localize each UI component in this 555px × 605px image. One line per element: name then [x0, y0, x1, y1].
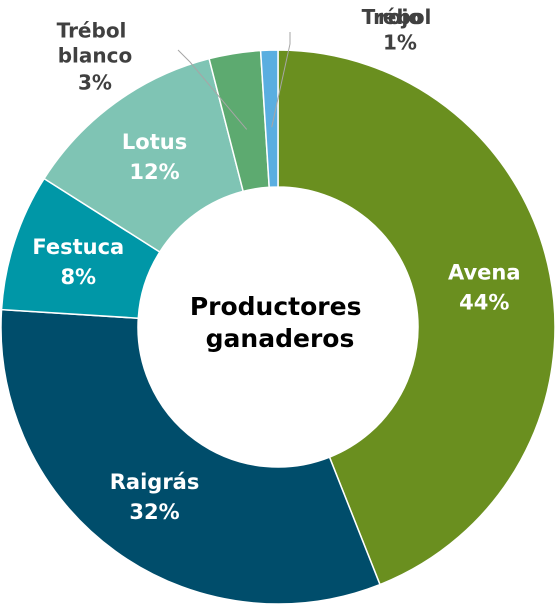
slice — [43, 57, 245, 254]
value-label: 3% — [78, 71, 112, 95]
value-label: 1% — [383, 31, 417, 55]
category-label: Festuca — [32, 235, 124, 259]
slice-label: Trébol blanco 3% — [57, 18, 134, 95]
slice-label: Raigrás 32% — [110, 470, 200, 524]
value-label: 8% — [60, 265, 96, 289]
value-label: 32% — [129, 500, 179, 524]
category-label: Raigrás — [110, 470, 200, 494]
slice — [0, 308, 381, 605]
slice — [259, 49, 279, 189]
slice-label: Avena 44% — [448, 261, 521, 315]
slice-label: Lotus 12% — [122, 130, 187, 184]
chart-title: Productores ganaderos — [190, 292, 370, 353]
category-label: Trébol rojo — [362, 5, 439, 29]
category-label: Avena — [448, 261, 521, 285]
value-label: 44% — [459, 291, 509, 315]
slice — [277, 49, 555, 586]
value-label: 12% — [129, 160, 179, 184]
category-label: Trébol blanco — [57, 18, 134, 67]
leader-line — [177, 49, 248, 130]
slice-label: Festuca 8% — [32, 235, 124, 289]
category-label: Lotus — [122, 130, 187, 154]
leader-line — [271, 32, 291, 128]
